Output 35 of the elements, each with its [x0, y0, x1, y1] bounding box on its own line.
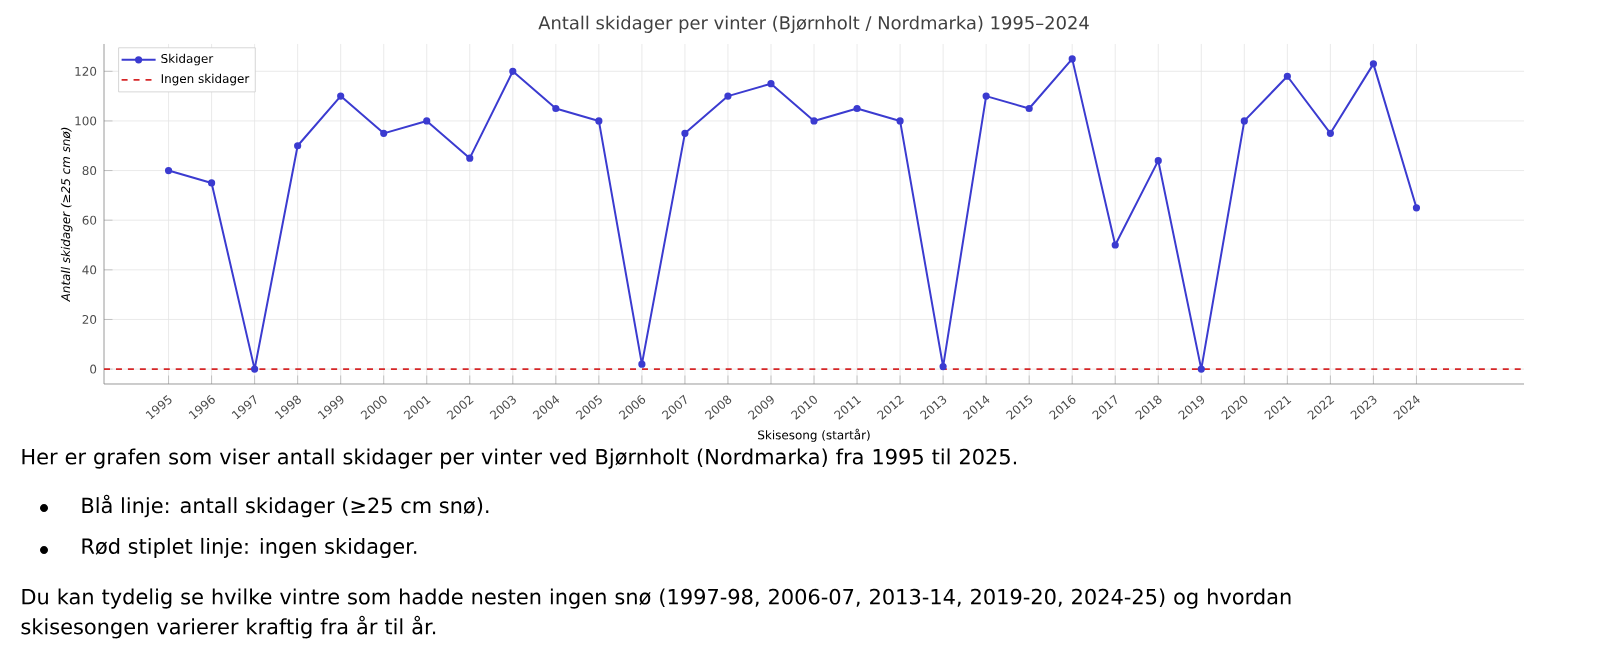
point [767, 80, 775, 88]
point [207, 179, 216, 187]
point [337, 92, 345, 100]
point [380, 129, 388, 137]
point [1068, 55, 1076, 63]
point [466, 154, 474, 162]
point [1197, 365, 1205, 373]
point [1369, 60, 1378, 68]
point [552, 104, 560, 113]
point [595, 117, 603, 125]
text: Blå linje: antall skidager (≥25 cm snø). [82, 494, 489, 518]
text: Du kan tydelig se hvilke vintre som hadde nesten ingen snø (1997-98, 2006-07, 2013-14, 2019-20, 2024-25) og hvordan skisesongen varierer kraftig fra år til år. [21, 588, 1291, 639]
text: Her er grafen som viser antall skidager per vinter ved Bjørnholt (Nordmarka) fra 1995 til 2025. [22, 448, 1017, 469]
point [982, 92, 990, 100]
point [681, 129, 689, 137]
point [1240, 117, 1248, 125]
point [1412, 204, 1421, 212]
point [1111, 241, 1119, 249]
point [896, 117, 904, 125]
point [638, 360, 646, 368]
point [810, 117, 818, 125]
point [294, 142, 302, 150]
point [939, 363, 947, 371]
point [251, 365, 259, 373]
point [1025, 104, 1033, 113]
point [164, 166, 173, 175]
chart-title: Antall skidager per vinter (Bjørnholt / Nordmarka) 1995–2024 [538, 15, 1089, 33]
point [423, 117, 431, 125]
text: Rød stiplet linje: ingen skidager. [82, 537, 417, 559]
point [1283, 72, 1291, 80]
point [853, 104, 861, 113]
point [1326, 129, 1334, 137]
point [509, 67, 517, 75]
point [724, 92, 732, 100]
point [1154, 157, 1162, 165]
